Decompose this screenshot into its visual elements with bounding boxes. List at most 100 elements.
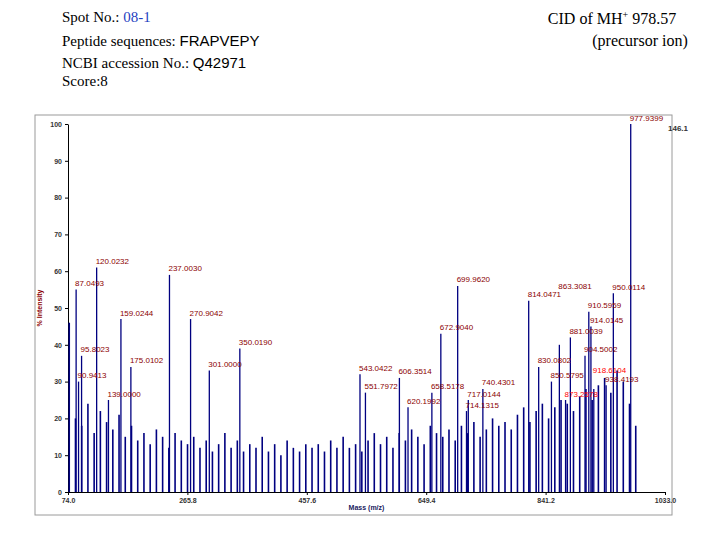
tick-label: 74.0 xyxy=(62,497,76,504)
header-value: FRAPVEPY xyxy=(179,32,259,49)
subtitle: (precursor ion) xyxy=(592,32,688,50)
peak-stick xyxy=(237,440,239,492)
tick: 1033.0 xyxy=(655,492,677,504)
peak-stick xyxy=(399,378,400,492)
peak-stick xyxy=(367,440,369,492)
peak-stick xyxy=(535,411,537,492)
peak-stick xyxy=(112,429,114,492)
header-line: Peptide sequences: FRAPVEPY xyxy=(62,32,260,49)
y-axis: 0102030405060708090100 xyxy=(50,121,68,496)
peak-label: 830.0802 xyxy=(538,356,572,365)
peak-stick xyxy=(268,452,270,492)
peak-stick xyxy=(423,444,425,492)
peak-stick xyxy=(299,452,301,492)
axis-line xyxy=(69,492,666,493)
peak-label: 543.0422 xyxy=(359,364,393,373)
peak-stick xyxy=(440,334,441,492)
tick-label: 100 xyxy=(50,121,62,128)
header-label: Peptide sequences: xyxy=(62,33,179,49)
peak-label: 910.5959 xyxy=(588,301,622,310)
header-line: NCBI accession No.: Q42971 xyxy=(62,54,246,71)
tick-mark xyxy=(65,124,68,125)
peak-stick xyxy=(517,415,519,492)
peak-stick xyxy=(286,440,288,492)
peak-stick xyxy=(365,393,366,492)
header-line: Score:8 xyxy=(62,73,108,89)
peak-stick xyxy=(78,382,79,492)
peak-stick xyxy=(605,385,606,492)
peak-stick xyxy=(559,345,560,492)
peak-stick xyxy=(436,433,438,492)
peak-stick xyxy=(386,437,388,492)
peak-stick xyxy=(199,448,201,492)
peak-stick xyxy=(130,367,131,492)
tick-mark xyxy=(65,308,68,309)
title: CID of MH+ 978.57 xyxy=(548,9,676,27)
peak-stick xyxy=(466,411,467,492)
annotation: 146.1 xyxy=(668,124,689,133)
tick-mark xyxy=(65,455,68,456)
peak-label: 977.9399 xyxy=(630,114,664,123)
header-label: Spot No.: xyxy=(62,9,123,25)
peak-stick xyxy=(373,433,375,492)
tick-label: 649.4 xyxy=(418,497,436,504)
peak-stick xyxy=(87,404,89,492)
peak-label: 658.5178 xyxy=(431,382,465,391)
peak-stick xyxy=(305,444,307,492)
peak-label: 914.0145 xyxy=(590,316,624,325)
tick: 30 xyxy=(54,378,68,385)
peak-stick xyxy=(529,422,531,492)
peak-label: 620.1992 xyxy=(407,397,441,406)
peak-stick xyxy=(162,437,164,492)
tick: 100 xyxy=(50,121,68,128)
header-value: Q42971 xyxy=(193,54,246,71)
tick-mark xyxy=(426,492,427,495)
tick: 265.8 xyxy=(179,492,197,504)
tick-mark xyxy=(65,345,68,346)
peak-stick xyxy=(108,400,109,492)
peak-stick xyxy=(584,356,585,492)
peak-label: 87.0493 xyxy=(75,279,104,288)
peak-stick xyxy=(492,418,494,492)
peak-label: 672.9040 xyxy=(440,323,474,332)
peak-stick xyxy=(610,393,612,492)
peak-label: 551.7972 xyxy=(364,382,398,391)
peak-stick xyxy=(120,319,121,492)
peak-stick xyxy=(454,440,456,492)
peak-stick xyxy=(311,448,313,492)
tick-label: 80 xyxy=(54,194,62,201)
peak-stick xyxy=(498,426,500,492)
peak-stick xyxy=(468,400,469,492)
canvas: Spot No.: 08-1Peptide sequences: FRAPVEP… xyxy=(0,0,720,540)
peak-stick xyxy=(566,404,568,492)
peak-stick xyxy=(573,411,575,492)
tick-mark xyxy=(65,198,68,199)
peak-label: 699.9620 xyxy=(457,275,491,284)
peak-stick xyxy=(407,407,408,492)
tick-label: 40 xyxy=(54,342,62,349)
peak-stick xyxy=(190,319,191,492)
tick: 50 xyxy=(54,305,68,312)
tick-label: 50 xyxy=(54,305,62,312)
tick-mark xyxy=(307,492,308,495)
peak-stick xyxy=(635,426,637,492)
tick-mark xyxy=(65,418,68,419)
tick: 457.6 xyxy=(299,492,317,504)
peak-stick xyxy=(212,452,214,492)
peak-label: 237.0030 xyxy=(168,264,202,273)
tick: 20 xyxy=(54,415,68,422)
peak-stick xyxy=(528,301,529,492)
peak-stick xyxy=(548,418,550,492)
peak-stick xyxy=(293,448,295,492)
peak-label: 740.4301 xyxy=(482,378,516,387)
peak-stick xyxy=(75,290,76,492)
tick-mark xyxy=(65,234,68,235)
peak-stick xyxy=(593,389,594,492)
peak-stick xyxy=(430,426,432,492)
peak-stick xyxy=(261,437,263,492)
peak-stick xyxy=(361,452,363,492)
peak-stick xyxy=(504,422,506,492)
tick-label: 10 xyxy=(54,452,62,459)
peak-stick xyxy=(448,429,450,492)
peak-label: 175.0102 xyxy=(130,356,164,365)
